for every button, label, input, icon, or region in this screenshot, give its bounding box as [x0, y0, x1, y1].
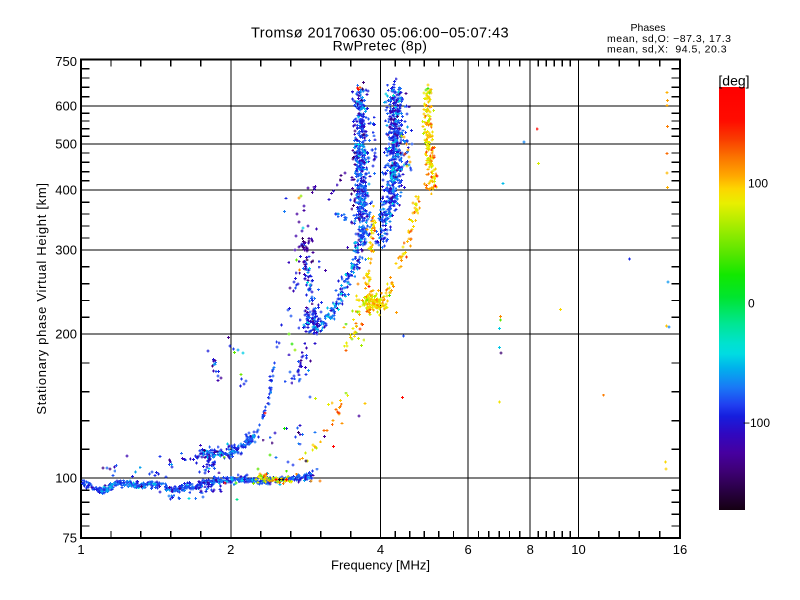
- svg-text:100: 100: [748, 177, 768, 191]
- svg-text:16: 16: [673, 542, 687, 557]
- svg-text:100: 100: [55, 471, 77, 486]
- svg-text:1: 1: [77, 542, 84, 557]
- svg-text:Frequency [MHz]: Frequency [MHz]: [331, 558, 430, 573]
- svg-text:10: 10: [571, 542, 585, 557]
- svg-text:0: 0: [748, 297, 755, 311]
- svg-text:mean, sd,O: −87.3, 17.3: mean, sd,O: −87.3, 17.3: [607, 33, 731, 45]
- svg-text:300: 300: [55, 242, 77, 257]
- svg-text:2: 2: [227, 542, 234, 557]
- svg-text:−100: −100: [743, 416, 770, 430]
- svg-text:200: 200: [55, 327, 77, 342]
- svg-text:750: 750: [55, 54, 77, 69]
- svg-text:[deg]: [deg]: [718, 73, 749, 89]
- svg-text:mean, sd,X: 94.5, 20.3: mean, sd,X: 94.5, 20.3: [607, 44, 727, 56]
- svg-text:75: 75: [63, 531, 77, 546]
- svg-text:8: 8: [527, 542, 534, 557]
- svg-text:400: 400: [55, 183, 77, 198]
- svg-text:600: 600: [55, 98, 77, 113]
- svg-text:Tromsø 20170630 05:06:00−05:07: Tromsø 20170630 05:06:00−05:07:43: [251, 26, 509, 42]
- svg-text:Stationary phase Virtual Heigh: Stationary phase Virtual Height [km]: [34, 182, 49, 414]
- svg-text:Phases: Phases: [630, 22, 665, 34]
- svg-text:500: 500: [55, 136, 77, 151]
- svg-text:RwPretec (8p): RwPretec (8p): [333, 38, 428, 54]
- svg-text:6: 6: [464, 542, 471, 557]
- svg-text:4: 4: [377, 542, 384, 557]
